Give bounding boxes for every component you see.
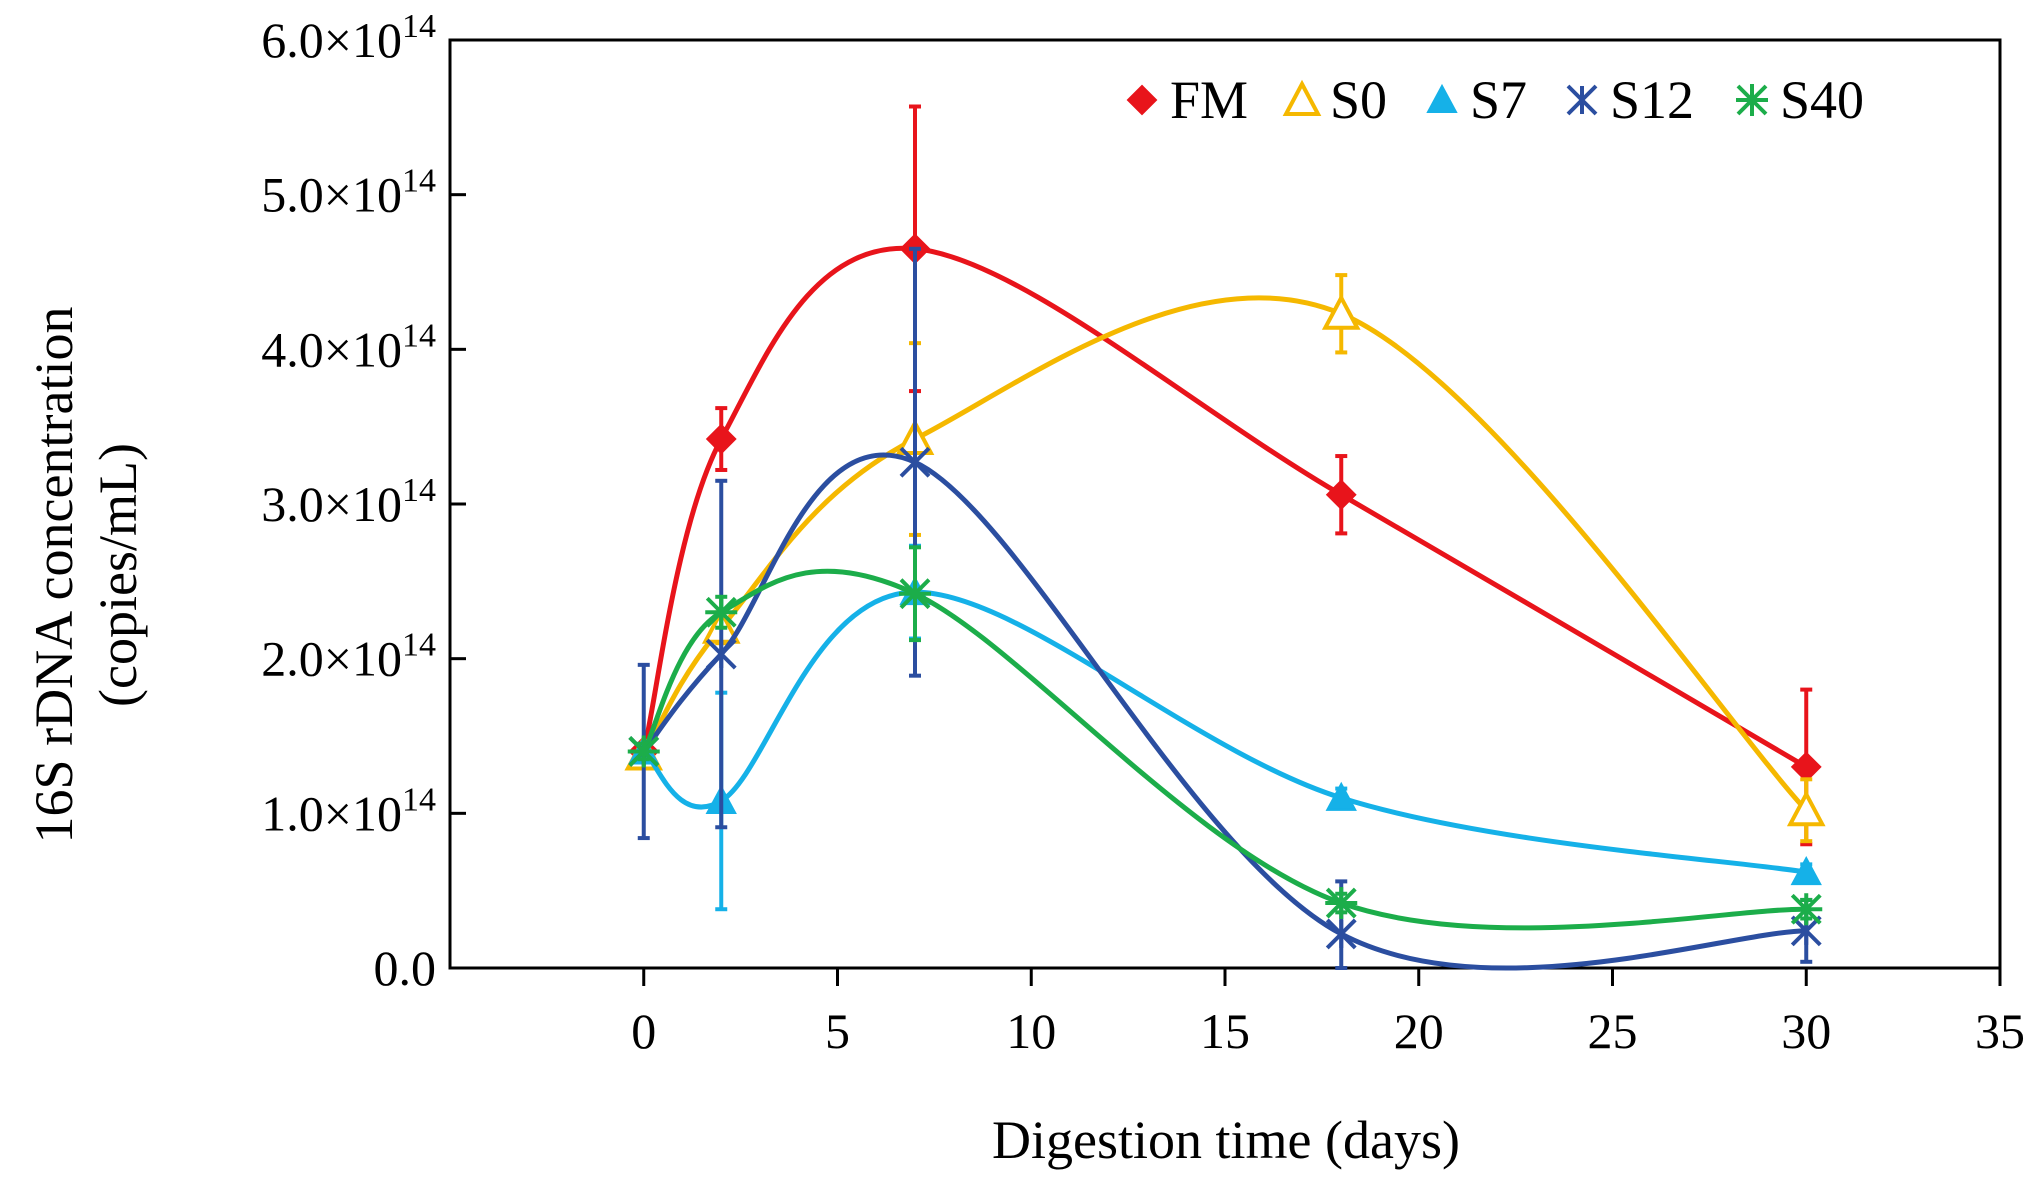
x-tick-label-5: 25 — [1588, 1003, 1638, 1059]
y-tick-label-1: 1.0×1014 — [261, 781, 436, 841]
series-line-S12 — [641, 452, 1809, 971]
point-FM-3 — [1325, 479, 1357, 511]
point-S40-4 — [1790, 893, 1823, 926]
legend-label-S0: S0 — [1330, 70, 1387, 130]
point-S40-0 — [627, 735, 660, 768]
series-FM — [628, 104, 1822, 847]
x-tick-label-4: 20 — [1394, 1003, 1444, 1059]
point-S12-2 — [899, 446, 931, 478]
point-S7-3 — [1325, 781, 1357, 811]
y-tick-label-3: 3.0×1014 — [261, 472, 436, 532]
x-tick-label-0: 0 — [631, 1003, 656, 1059]
point-S12-3 — [1325, 918, 1357, 950]
legend-item-S7: S7 — [1426, 70, 1527, 130]
series-S7 — [628, 543, 1822, 912]
x-tick-label-2: 10 — [1006, 1003, 1056, 1059]
legend-item-S0: S0 — [1282, 70, 1387, 130]
legend-marker-S40 — [1736, 84, 1768, 116]
legend-label-S7: S7 — [1470, 70, 1527, 130]
x-axis-title: Digestion time (days) — [992, 1110, 1460, 1170]
y-tick-label-0: 0.0 — [374, 940, 437, 996]
point-S7-4 — [1790, 855, 1822, 886]
y-tick-label-4: 4.0×1014 — [261, 317, 436, 377]
legend-item-S40: S40 — [1736, 70, 1864, 130]
x-tick-label-7: 35 — [1975, 1003, 2025, 1059]
point-S40-1 — [705, 596, 738, 629]
series-line-FM — [641, 245, 1809, 770]
series-line-S40 — [641, 568, 1809, 931]
point-FM-4 — [1790, 751, 1822, 783]
legend-label-S40: S40 — [1780, 70, 1864, 130]
point-S0-4 — [1786, 789, 1826, 827]
series-S40 — [627, 545, 1823, 931]
y-tick-label-2: 2.0×1014 — [261, 627, 436, 687]
series-line-S0 — [641, 295, 1809, 813]
x-tick-label-6: 30 — [1781, 1003, 1831, 1059]
legend-item-S12: S12 — [1566, 70, 1694, 130]
y-axis-title-line2: (copies/mL) — [88, 443, 148, 707]
x-tick-label-1: 5 — [825, 1003, 850, 1059]
y-tick-label-6: 6.0×1014 — [261, 8, 436, 68]
legend-label-S12: S12 — [1610, 70, 1694, 130]
point-S40-2 — [899, 577, 931, 610]
legend-label-FM: FM — [1170, 70, 1248, 130]
legend-marker-FM — [1126, 84, 1158, 116]
x-tick-label-3: 15 — [1200, 1003, 1250, 1059]
legend-item-FM: FM — [1126, 70, 1248, 130]
series-S0 — [624, 273, 1826, 844]
point-S12-1 — [705, 638, 737, 670]
legend: FM S0 S7 S12 S40 — [1126, 70, 1864, 130]
point-S0-3 — [1321, 293, 1361, 330]
legend-marker-S7 — [1426, 83, 1458, 113]
legend-marker-S12 — [1566, 84, 1598, 116]
legend-marker-S0 — [1282, 79, 1322, 116]
point-FM-1 — [705, 423, 737, 455]
y-axis-title-line1: 16S rDNA concentration — [24, 307, 84, 844]
y-tick-label-5: 5.0×1014 — [261, 163, 436, 223]
point-S40-3 — [1325, 887, 1358, 920]
